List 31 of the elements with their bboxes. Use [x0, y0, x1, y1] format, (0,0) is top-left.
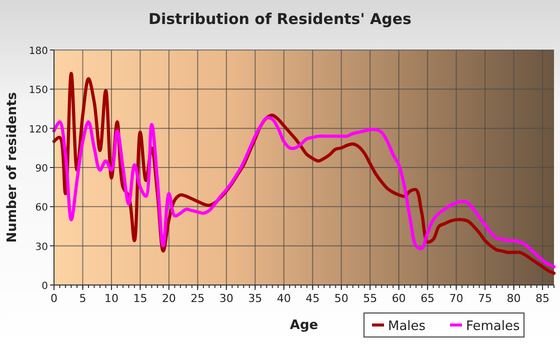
x-tick-label: 45	[306, 292, 320, 305]
x-tick-label: 55	[363, 292, 378, 305]
y-tick-label: 180	[28, 46, 48, 57]
x-tick-label: 50	[334, 292, 348, 305]
x-tick-label: 85	[536, 292, 550, 305]
x-tick-label: 20	[162, 292, 176, 305]
chart-title: Distribution of Residents' Ages	[148, 10, 412, 28]
x-tick-label: 35	[248, 292, 262, 305]
x-tick-label: 65	[420, 292, 435, 305]
x-tick-label: 25	[190, 292, 205, 305]
x-axis-title: Age	[290, 318, 318, 333]
y-axis-title: Number of residents	[5, 92, 20, 243]
x-tick-label: 75	[478, 292, 492, 305]
y-tick-label: 30	[35, 242, 48, 253]
line-series	[52, 116, 556, 268]
x-tick-label: 40	[276, 292, 291, 305]
x-tick-label: 15	[133, 292, 148, 305]
x-tick-label: 10	[104, 292, 118, 305]
y-tick-label: 0	[42, 281, 48, 292]
x-tick-label: 80	[506, 292, 521, 305]
y-tick-label: 150	[28, 85, 48, 96]
x-tick-label: 60	[392, 292, 406, 305]
y-tick-label: 60	[35, 202, 48, 214]
y-tick-label: 120	[28, 124, 48, 136]
x-tick-label: 30	[219, 292, 234, 305]
y-tick-label: 90	[35, 164, 48, 174]
x-tick-label: 5	[79, 292, 86, 305]
x-tick-label: 0	[50, 292, 58, 305]
legend-label: Females	[466, 319, 520, 334]
x-tick-label: 70	[449, 292, 464, 305]
legend-label: Males	[388, 319, 426, 334]
